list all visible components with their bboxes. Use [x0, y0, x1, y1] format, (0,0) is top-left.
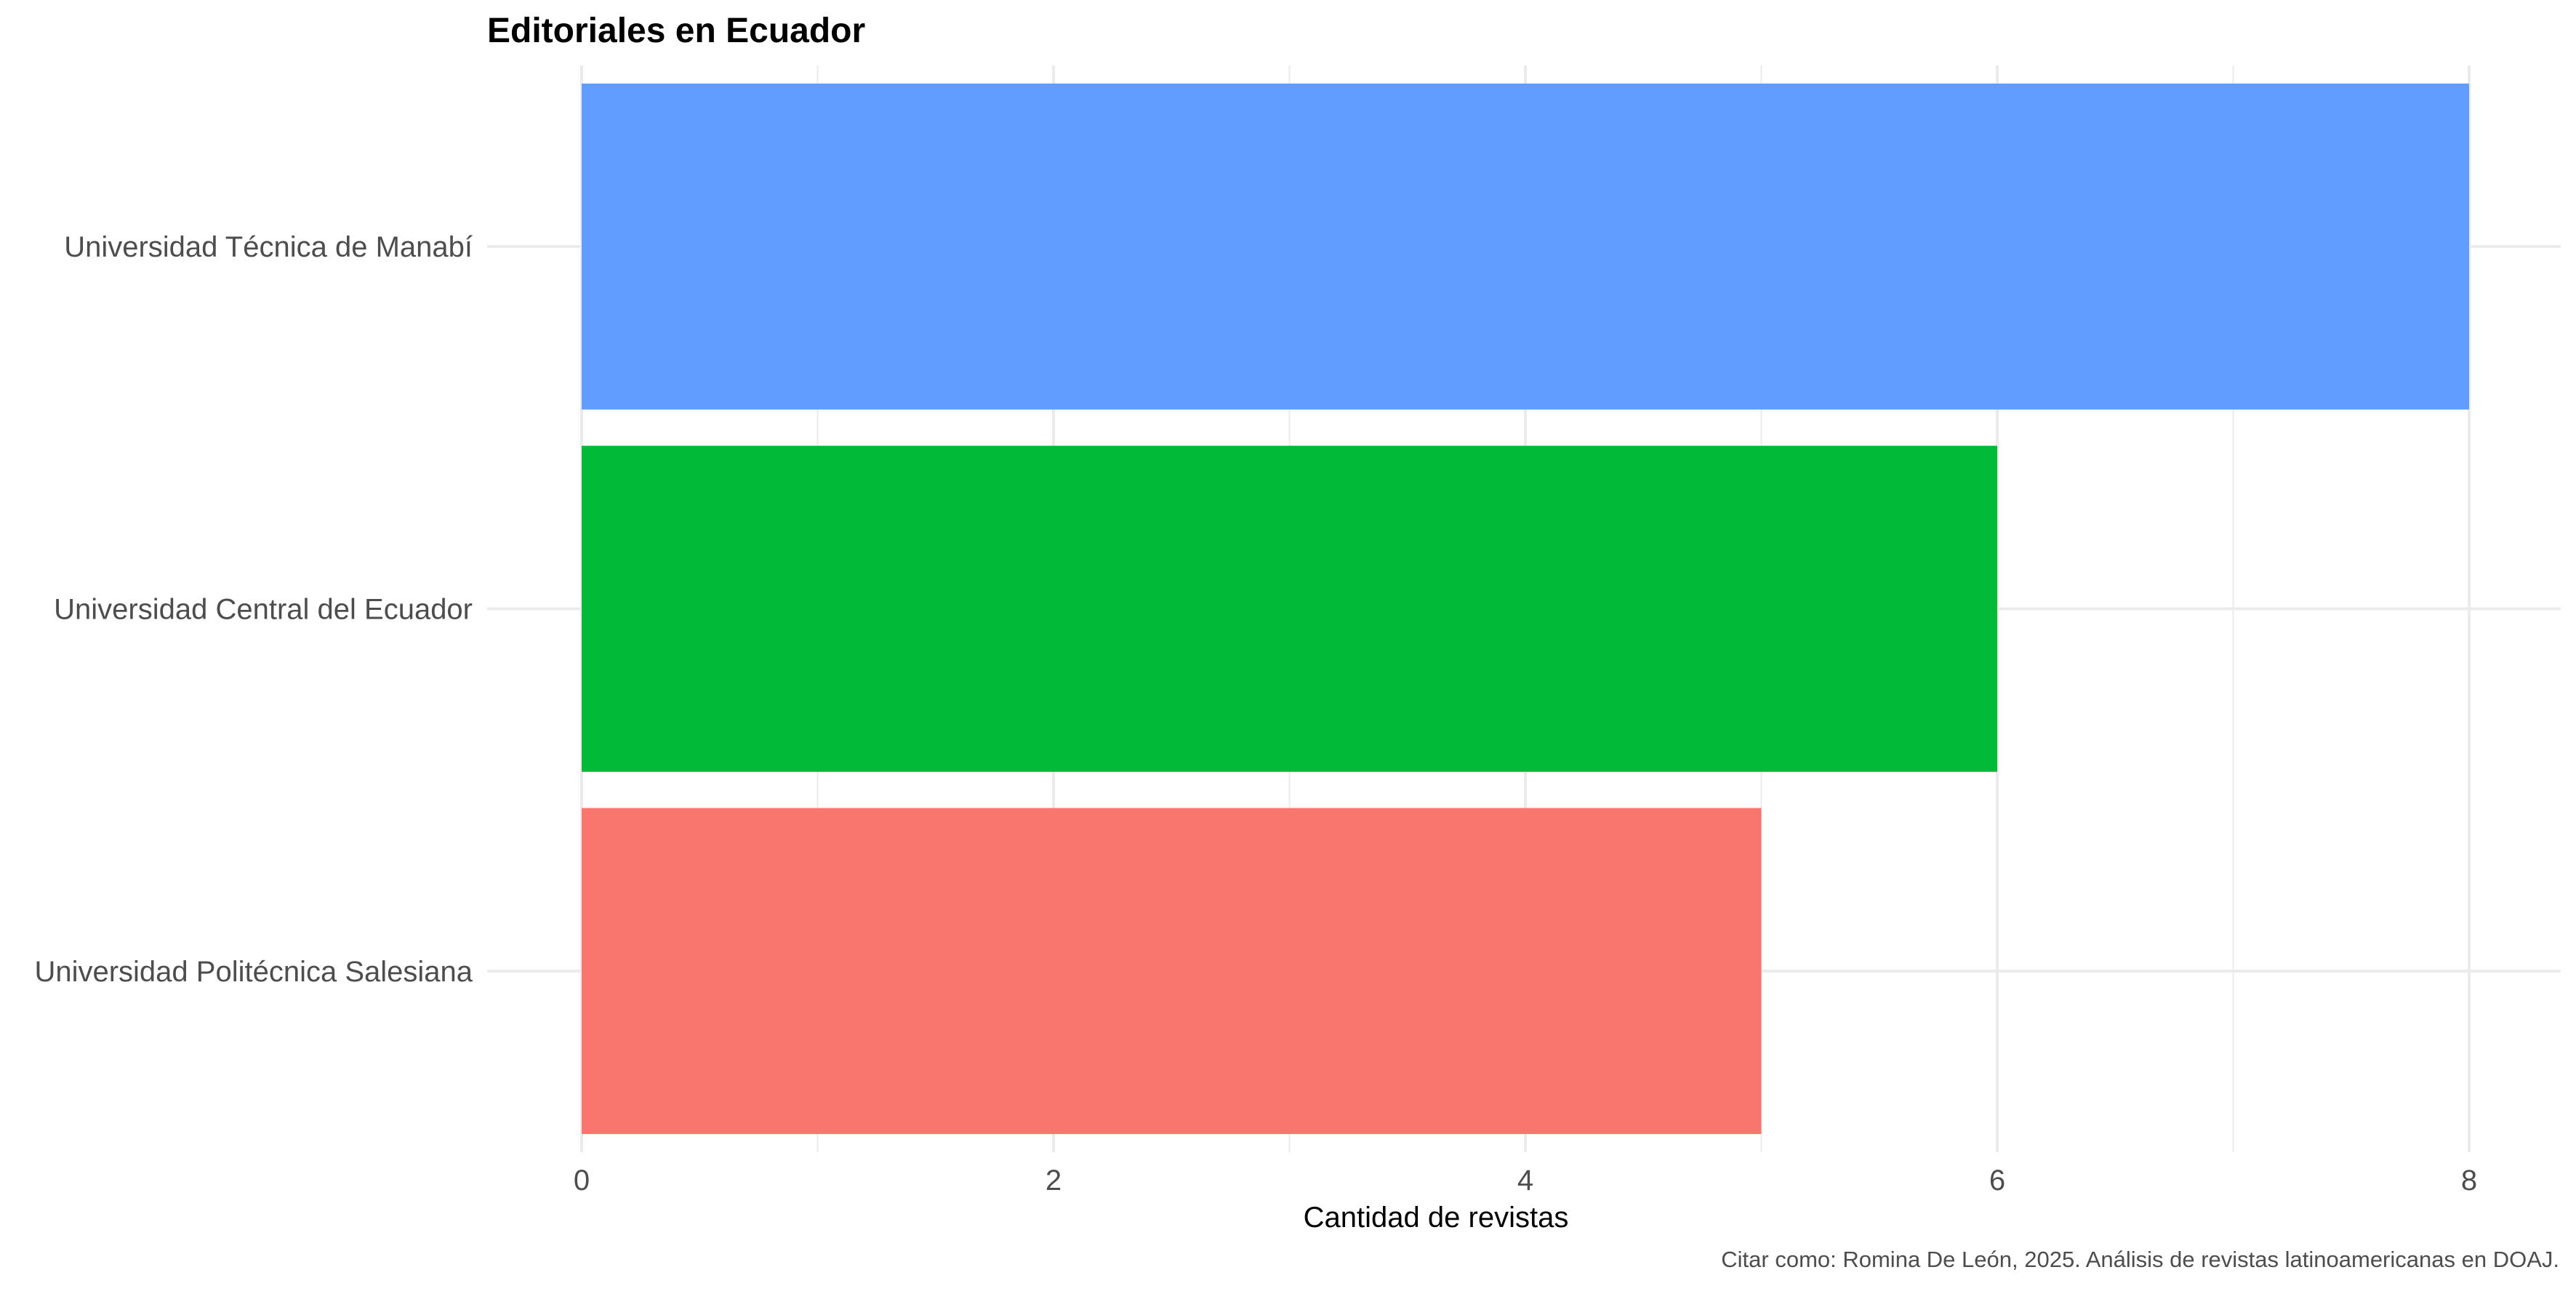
x-tick-label: 6: [1989, 1165, 2005, 1197]
bar: [582, 808, 1762, 1135]
chart-caption: Citar como: Romina De León, 2025. Anális…: [1721, 1247, 2559, 1272]
axes: Universidad Técnica de Manabí Universidad…: [34, 231, 2477, 1197]
y-tick-label: Universidad Politécnica Salesiana: [34, 956, 473, 988]
x-tick-label: 0: [574, 1165, 590, 1197]
y-tick-label: Universidad Central del Ecuador: [54, 594, 473, 626]
x-tick-label: 8: [2461, 1165, 2477, 1197]
bar: [582, 446, 1997, 772]
x-tick-label: 2: [1046, 1165, 1062, 1197]
chart-title: Editoriales en Ecuador: [487, 12, 865, 50]
x-tick-label: 4: [1517, 1165, 1533, 1197]
y-tick-label: Universidad Técnica de Manabí: [64, 231, 473, 263]
x-axis-title: Cantidad de revistas: [1304, 1202, 1569, 1234]
bar: [582, 83, 2469, 410]
bars: [582, 83, 2469, 1135]
